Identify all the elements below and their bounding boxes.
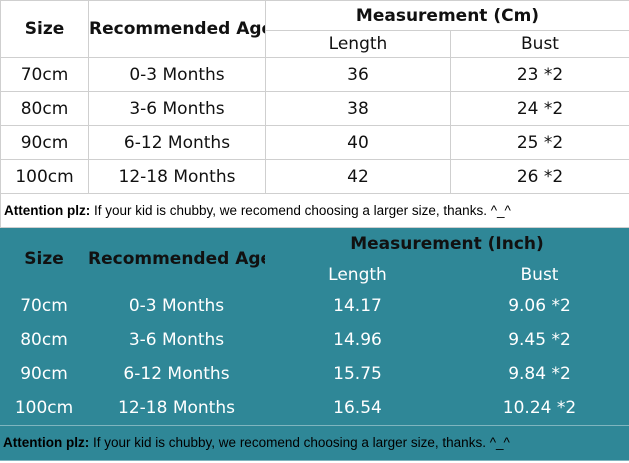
data-cell: 9.06 *2 [508,296,571,316]
header-cell: Size [24,248,64,269]
data-cell: 10.24 *2 [502,397,577,418]
data-cell: 3-6 Months [128,330,225,350]
data-cell: 3-6 Months [88,91,266,126]
header-cell: Recommended Age [88,248,265,269]
data-cell: 70cm [20,296,68,316]
data-cell: 70cm [0,57,89,92]
data-cell: 15.75 [333,364,382,384]
data-cell: 90cm [20,364,68,384]
data-cell: 6-12 Months [123,364,230,384]
data-cell: 23 *2 [450,57,629,92]
data-cell: 14.96 [333,330,382,350]
data-cell: 26 *2 [450,159,629,194]
data-cell: 90cm [0,125,89,160]
note-text: If your kid is chubby, we recomend choos… [93,435,510,450]
data-cell: 40 [265,125,451,160]
data-cell: 36 [265,57,451,92]
note-cell: Attention plz: If your kid is chubby, we… [0,193,629,228]
data-cell: 80cm [20,330,68,350]
header-row: Size Recommended Age Measurement (Cm) [0,0,629,58]
header-cell: Measurement (Inch) [350,234,544,254]
data-cell: 12-18 Months [118,397,235,418]
data-cell: 9.45 *2 [508,330,571,350]
note-text: If your kid is chubby, we recomend choos… [94,203,511,218]
data-row: 100cm 12-18 Months 16.54 10.24 *2 [0,391,629,425]
header-cell: Measurement (Cm) [265,0,629,31]
data-cell: 6-12 Months [88,125,266,160]
header-cell: Bust [520,264,559,285]
data-cell: 24 *2 [450,91,629,126]
data-cell: 9.84 *2 [508,364,571,384]
note-cell: Attention plz: If your kid is chubby, we… [0,424,629,461]
note-row: Attention plz: If your kid is chubby, we… [0,193,629,228]
data-cell: 16.54 [333,397,382,418]
data-cell: 42 [265,159,451,194]
data-row: 90cm 6-12 Months 15.75 9.84 *2 [0,357,629,391]
size-table: Size Recommended Age Measurement (Cm) Lengt… [0,0,629,228]
data-cell: 100cm [14,397,74,418]
note-row: Attention plz: If your kid is chubby, we… [0,424,629,461]
data-cell: 25 *2 [450,125,629,160]
data-row: 90cm 6-12 Months 40 25 *2 [0,125,629,160]
note-label: Attention plz: [3,435,90,450]
header-row: Length Bust [0,260,629,289]
data-row: 70cm 0-3 Months 36 23 *2 [0,57,629,92]
size-table: Size Recommended Age Measurement (Inch) Len… [0,228,629,461]
data-cell: 100cm [0,159,89,194]
header-cell: Bust [450,30,629,58]
data-cell: 38 [265,91,451,126]
data-cell: 0-3 Months [128,296,225,316]
header-row: Size Recommended Age Measurement (Inch) [0,228,629,269]
data-row: 100cm 12-18 Months 42 26 *2 [0,159,629,194]
data-row: 80cm 3-6 Months 14.96 9.45 *2 [0,323,629,357]
header-cell: Recommended Age [88,0,266,58]
data-cell: 0-3 Months [88,57,266,92]
header-cell: Length [328,264,387,285]
header-cell: Size [0,0,89,58]
data-cell: 14.17 [333,296,382,316]
data-cell: 12-18 Months [88,159,266,194]
note-label: Attention plz: [4,203,91,218]
data-cell: 80cm [0,91,89,126]
data-row: 70cm 0-3 Months 14.17 9.06 *2 [0,289,629,323]
header-cell: Length [265,30,451,58]
data-row: 80cm 3-6 Months 38 24 *2 [0,91,629,126]
